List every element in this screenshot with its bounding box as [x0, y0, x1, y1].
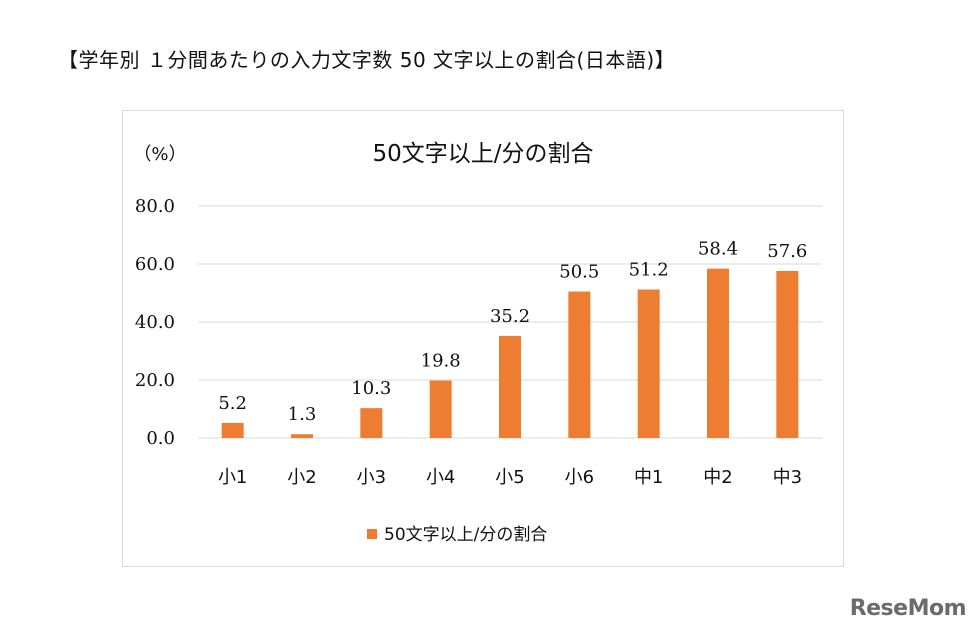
chart-title: 50文字以上/分の割合	[372, 141, 593, 167]
y-axis-label: （%）	[133, 144, 186, 165]
data-label: 5.2	[218, 393, 247, 414]
legend-swatch	[367, 529, 377, 539]
data-label: 35.2	[490, 306, 530, 327]
bar	[429, 380, 452, 438]
y-tick-label: 0.0	[146, 428, 175, 449]
data-label: 19.8	[421, 351, 461, 372]
data-label: 1.3	[288, 404, 317, 425]
x-tick-label: 中1	[634, 467, 663, 488]
data-label: 50.5	[559, 262, 599, 283]
y-tick-label: 40.0	[135, 312, 175, 333]
bar	[637, 289, 660, 438]
x-tick-label: 小6	[565, 467, 594, 488]
data-label: 10.3	[351, 378, 391, 399]
bar	[221, 422, 244, 438]
y-tick-label: 80.0	[135, 196, 175, 217]
y-tick-label: 20.0	[135, 370, 175, 391]
legend-label: 50文字以上/分の割合	[384, 525, 547, 545]
resemom-logo: ReseMom	[849, 596, 967, 621]
x-tick-label: 中3	[773, 467, 802, 488]
x-tick-labels: 小1 小2 小3 小4 小5 小6 中1 中2 中3	[218, 467, 802, 488]
y-tick-label: 60.0	[135, 254, 175, 275]
bar	[776, 270, 799, 438]
bar	[360, 408, 383, 438]
bar	[291, 434, 313, 438]
x-tick-label: 小2	[287, 467, 316, 488]
x-tick-label: 小3	[357, 467, 386, 488]
bar	[568, 291, 591, 438]
data-label: 51.2	[629, 260, 669, 281]
y-tick-labels: 0.0 20.0 40.0 60.0 80.0	[135, 196, 175, 449]
bar	[499, 335, 521, 438]
x-tick-label: 小1	[218, 467, 247, 488]
legend: 50文字以上/分の割合	[367, 525, 547, 545]
page-heading: 【学年別 １分間あたりの入力文字数 50 文字以上の割合(日本語)】	[58, 48, 676, 72]
x-tick-label: 小5	[495, 467, 524, 488]
bar	[707, 268, 729, 438]
x-tick-label: 小4	[426, 467, 455, 488]
data-label: 57.6	[767, 241, 807, 262]
data-labels: 5.2 1.3 10.3 19.8 35.2 50.5 51.2 58.4 57.6	[218, 239, 807, 426]
data-label: 58.4	[698, 239, 738, 260]
bars	[221, 268, 799, 438]
x-tick-label: 中2	[703, 467, 732, 488]
